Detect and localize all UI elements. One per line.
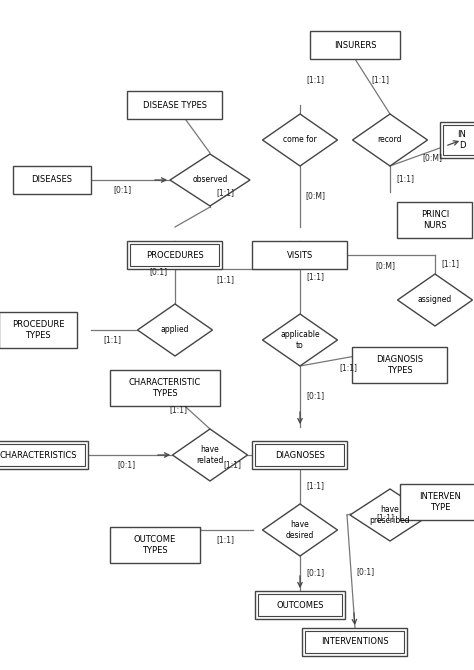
Text: [1:1]: [1:1]	[216, 275, 234, 285]
Bar	[398, 202, 473, 238]
Bar	[253, 241, 347, 269]
Polygon shape	[263, 314, 337, 366]
Bar	[110, 370, 220, 406]
Text: [0:1]: [0:1]	[306, 391, 324, 401]
Bar	[258, 594, 342, 616]
Polygon shape	[350, 489, 430, 541]
Bar	[443, 125, 474, 155]
Text: have
related: have related	[196, 446, 224, 465]
Text: INTERVEN
TYPE: INTERVEN TYPE	[419, 492, 461, 512]
Bar	[400, 484, 474, 520]
Polygon shape	[398, 274, 473, 326]
Text: PROCEDURES: PROCEDURES	[146, 251, 204, 259]
Text: OUTCOMES: OUTCOMES	[276, 600, 324, 610]
Text: PROCEDURE
TYPES: PROCEDURE TYPES	[12, 320, 64, 340]
Text: DISEASES: DISEASES	[31, 176, 73, 184]
Text: have
desired: have desired	[286, 521, 314, 540]
Text: come for: come for	[283, 135, 317, 145]
Bar	[0, 444, 85, 466]
Text: [0:1]: [0:1]	[117, 460, 135, 470]
Text: DIAGNOSES: DIAGNOSES	[275, 450, 325, 460]
Text: CHARACTERISTICS: CHARACTERISTICS	[0, 450, 77, 460]
Bar	[302, 628, 408, 656]
Bar	[310, 31, 400, 59]
Text: [1:1]: [1:1]	[441, 259, 459, 269]
Text: [1:1]: [1:1]	[306, 76, 324, 84]
Bar	[130, 244, 219, 266]
Polygon shape	[173, 429, 247, 481]
Text: [1:1]: [1:1]	[223, 460, 241, 470]
Text: VISITS: VISITS	[287, 251, 313, 259]
Text: assigned: assigned	[418, 295, 452, 304]
Text: [1:1]: [1:1]	[339, 364, 357, 373]
Bar	[0, 312, 77, 348]
Text: [1:1]: [1:1]	[306, 482, 324, 490]
Polygon shape	[263, 504, 337, 556]
Polygon shape	[263, 114, 337, 166]
Text: DIAGNOSIS
TYPES: DIAGNOSIS TYPES	[376, 355, 424, 375]
Text: IN
D: IN D	[457, 130, 466, 149]
Bar	[0, 441, 88, 469]
Polygon shape	[353, 114, 428, 166]
Bar	[306, 631, 404, 653]
Text: [0:M]: [0:M]	[422, 153, 442, 163]
Text: DISEASE TYPES: DISEASE TYPES	[143, 100, 207, 109]
Bar	[13, 166, 91, 194]
Text: [1:1]: [1:1]	[216, 188, 234, 198]
Text: [1:1]: [1:1]	[371, 76, 389, 84]
Bar	[128, 241, 222, 269]
Text: [1:1]: [1:1]	[306, 273, 324, 281]
Text: OUTCOME
TYPES: OUTCOME TYPES	[134, 535, 176, 555]
Bar	[110, 527, 200, 563]
Bar	[255, 591, 345, 619]
Bar	[255, 444, 345, 466]
Polygon shape	[137, 304, 212, 356]
Text: [0:M]: [0:M]	[375, 261, 395, 271]
Text: [0:1]: [0:1]	[149, 267, 167, 277]
Text: [0:1]: [0:1]	[113, 186, 131, 194]
Text: [1:1]: [1:1]	[376, 513, 394, 523]
Text: have
prescribed: have prescribed	[370, 505, 410, 525]
Text: applicable
to: applicable to	[280, 330, 320, 350]
Text: [1:1]: [1:1]	[216, 535, 234, 545]
Text: [1:1]: [1:1]	[169, 405, 187, 415]
Polygon shape	[170, 154, 250, 206]
Text: [0:M]: [0:M]	[305, 192, 325, 200]
Text: CHARACTERISTIC
TYPES: CHARACTERISTIC TYPES	[129, 379, 201, 398]
Bar	[353, 347, 447, 383]
Text: [1:1]: [1:1]	[103, 336, 121, 344]
Text: [0:1]: [0:1]	[356, 567, 374, 576]
Text: applied: applied	[161, 326, 189, 334]
Text: record: record	[378, 135, 402, 145]
Text: INSURERS: INSURERS	[334, 40, 376, 50]
Bar	[128, 91, 222, 119]
Bar	[440, 122, 474, 158]
Text: observed: observed	[192, 176, 228, 184]
Text: INTERVENTIONS: INTERVENTIONS	[321, 637, 389, 647]
Text: PRINCI
NURS: PRINCI NURS	[421, 210, 449, 230]
Bar	[253, 441, 347, 469]
Text: [0:1]: [0:1]	[306, 569, 324, 578]
Text: [1:1]: [1:1]	[396, 174, 414, 184]
